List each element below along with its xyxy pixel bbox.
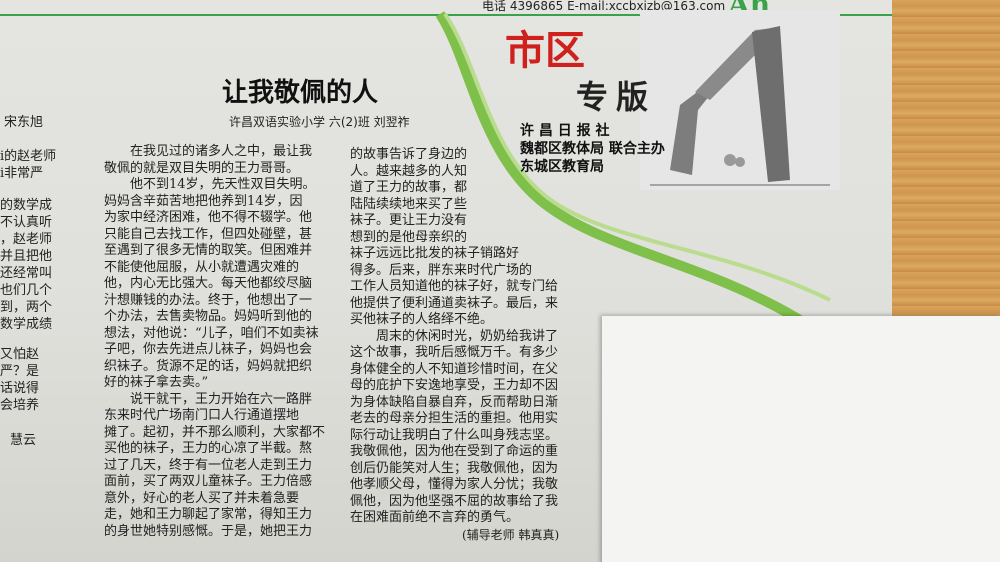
edition-title: 市区 [505,27,585,74]
article-line: 东来时代广场南门口人行通道摆地 [104,408,300,423]
left-line: 严？是 [0,364,40,379]
article-line: 我敬佩他，因为他在受到了命运的重 [350,444,559,459]
article-line: 在我见过的诸多人之中，最让我 [104,144,313,159]
sponsor-line: 东城区教育局 [520,159,604,175]
left-line: 数学成绩 [0,317,53,332]
article-column-1: 在我见过的诸多人之中，最让我 敬佩的就是双目失明的王力哥哥。 他不到14岁，先天性… [104,144,325,540]
article-line: 织袜子。货源不足的话，妈妈就把织 [104,358,313,374]
left-line: 话说得 [0,381,40,396]
article-line: 的身世她特别感慨。于是，她把王力 [104,523,313,539]
left-line: 会培养 [0,398,40,413]
article-line: 工作人员知道他的袜子好，就专门给 [350,279,559,294]
article-line: 陆陆续续地来买了些 [350,196,468,212]
article-line: 得多。后来，胖东来时代广场的 [350,262,533,278]
left-line: 也们几个 [0,283,53,298]
article-line: 他，内心无比强大。每天他都绞尽脑 [104,276,313,291]
article-line: 袜子。更让王力没有 [350,213,468,228]
advisor-credit: (辅导老师 韩真真) [462,528,560,542]
article-line: 为家中经济困难，他不得不辍学。他 [104,210,313,225]
left-line: i非常严 [0,166,44,181]
article-line: 不能使他屈服，从小就遭遇灾难的 [104,259,300,275]
article-line: 他不到14岁，先天性双目失明。 [104,177,316,192]
white-card [602,316,1000,562]
edition-subtitle: 专版 [576,78,657,116]
sponsor-line: 许 昌 日 报 社 [520,123,610,139]
article-line: 想法，对他说：“儿子，咱们不如卖袜 [104,325,319,341]
article-line: 面前，买了两双儿童袜子。王力倍感 [104,474,313,489]
left-line: 到，两个 [0,300,53,315]
article-line: 买他的袜子，王力的心凉了半截。熬 [104,441,313,456]
left-line: 的数学成 [0,198,53,213]
article-line: 母的庇护下安逸地享受，王力却不因 [350,378,559,393]
left-line: i的赵老师 [0,149,57,164]
article-byline: 许昌双语实验小学 六(2)班 刘翌祚 [229,115,410,129]
article-line: 想到的是他母亲织的 [350,229,468,245]
sponsor-line: 魏都区教体局 联合主办 [520,141,665,157]
left-line: 不认真听 [0,215,53,230]
article-line: 老去的母亲分担生活的重担。他用实 [350,411,559,426]
article-line: 的故事告诉了身边的 [350,147,468,162]
article-line: 子吧，你去先进点儿袜子，妈妈也会 [104,342,313,357]
article-line: 人。越来越多的人知 [350,163,468,179]
article-line: 好的袜子拿去卖。” [104,375,209,390]
article-column-2: 的故事告诉了身边的 人。越来越多的人知 道了王力的故事，都 陆陆续续地来买了些 袜子。更… [350,147,558,527]
article-line: 他提供了便利通道卖袜子。最后，来 [350,295,559,311]
article-line: 创后仍能笑对人生；我敬佩他，因为 [350,460,559,476]
article-line: 袜子远远比批发的袜子销路好 [350,246,520,261]
article-line: 这个故事，我听后感慨万千。有多少 [350,345,559,360]
article-line: 道了王力的故事，都 [350,180,468,195]
article-line: 意外，好心的老人买了并未着急要 [104,490,300,506]
newspaper-page: 电话 4396865 E-mail:xccbxjzb@163.com Ah 市区… [0,0,892,562]
article-line: 买他袜子的人络绎不绝。 [350,312,494,327]
sculpture-graphic [640,10,840,190]
article-line: 摊了。起初，并不那么顺利，大家都不 [104,424,326,440]
article-line: 说干就干，王力开始在六一路胖 [104,391,313,407]
left-author: 宋东旭 [4,115,44,130]
left-line: 并且把他 [0,249,53,264]
left-line: 慧云 [10,433,37,448]
article-line: 敬佩的就是双目失明的王力哥哥。 [104,160,300,176]
left-line: 还经常叫 [0,266,53,281]
left-line: ，赵老师 [0,232,53,247]
article-line: 佩他，因为他坚强不屈的故事给了我 [350,493,559,509]
article-line: 周末的休闲时光，奶奶给我讲了 [350,328,559,344]
left-line: 又怕赵 [0,347,40,362]
article-line: 过了几天，终于有一位老人走到王力 [104,457,313,473]
article-line: 走，她和王力聊起了家常，得知王力 [104,507,313,522]
header-contact: 电话 4396865 E-mail:xccbxjzb@163.com [482,0,726,13]
sponsor-block: 许 昌 日 报 社 魏都区教体局 联合主办 东城区教育局 [520,122,665,176]
article-title: 让我敬佩的人 [222,78,379,108]
article-line: 只能自己去找工作，但四处碰壁，甚 [104,226,313,242]
article-line: 际行动让我明白了什么叫身残志坚。 [350,427,559,443]
article-line: 个办法，去售卖物品。妈妈听到他的 [104,309,313,324]
article-line: 为身体缺陷自暴自弃，反而帮助日渐 [350,394,559,410]
article-line: 在困难面前绝不言弃的勇气。 [350,510,520,525]
article-line: 至遇到了很多无情的取笑。但困难并 [104,243,313,258]
article-line: 妈妈含辛茹苦地把他养到14岁，因 [104,193,303,209]
article-line: 汁想赚钱的办法。终于，他想出了一 [104,292,313,308]
article-line: 他孝顺父母，懂得为家人分忧；我敬 [350,477,559,492]
article-line: 身体健全的人不知道珍惜时间，在父 [350,361,559,377]
